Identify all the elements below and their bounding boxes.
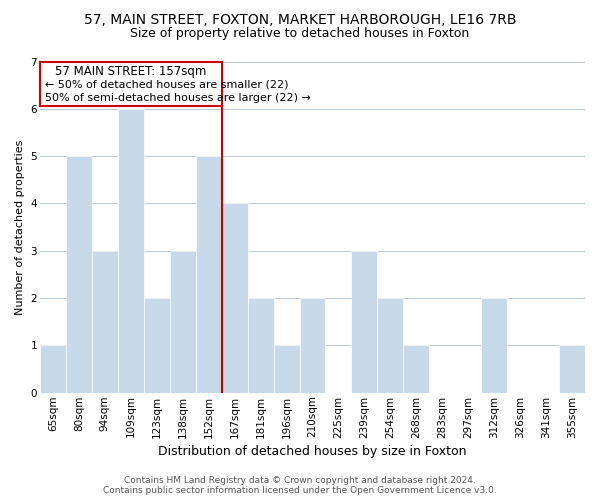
Y-axis label: Number of detached properties: Number of detached properties [15, 140, 25, 315]
Bar [559, 346, 585, 393]
Bar [352, 250, 377, 392]
Bar [481, 298, 507, 392]
Bar [299, 298, 325, 392]
Bar [40, 346, 66, 393]
Bar [403, 346, 429, 393]
Bar [170, 250, 196, 392]
Text: Size of property relative to detached houses in Foxton: Size of property relative to detached ho… [130, 28, 470, 40]
Bar [66, 156, 92, 392]
Bar [274, 346, 299, 393]
Text: 57, MAIN STREET, FOXTON, MARKET HARBOROUGH, LE16 7RB: 57, MAIN STREET, FOXTON, MARKET HARBOROU… [84, 12, 516, 26]
Text: 57 MAIN STREET: 157sqm: 57 MAIN STREET: 157sqm [55, 65, 206, 78]
Bar [221, 204, 248, 392]
Bar [92, 250, 118, 392]
FancyBboxPatch shape [40, 62, 221, 106]
Bar [144, 298, 170, 392]
Bar [377, 298, 403, 392]
Bar [118, 109, 144, 393]
Bar [248, 298, 274, 392]
Text: ← 50% of detached houses are smaller (22): ← 50% of detached houses are smaller (22… [46, 80, 289, 90]
Bar [196, 156, 221, 392]
Text: 50% of semi-detached houses are larger (22) →: 50% of semi-detached houses are larger (… [46, 94, 311, 104]
Text: Contains HM Land Registry data © Crown copyright and database right 2024.
Contai: Contains HM Land Registry data © Crown c… [103, 476, 497, 495]
X-axis label: Distribution of detached houses by size in Foxton: Distribution of detached houses by size … [158, 444, 467, 458]
